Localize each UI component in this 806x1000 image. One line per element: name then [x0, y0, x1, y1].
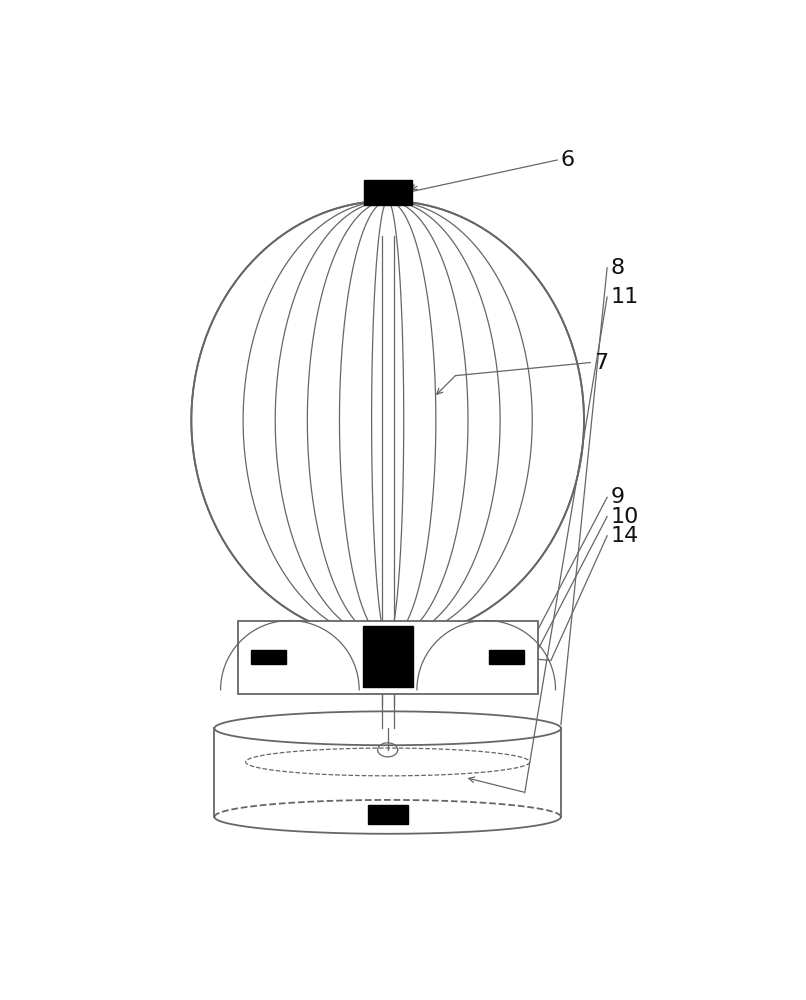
- Bar: [364, 180, 412, 205]
- Text: 9: 9: [611, 487, 625, 507]
- Text: 8: 8: [611, 258, 625, 278]
- Text: 10: 10: [611, 507, 639, 527]
- Text: 7: 7: [594, 353, 609, 373]
- Text: 11: 11: [611, 287, 639, 307]
- Bar: [489, 650, 524, 664]
- Text: 6: 6: [561, 150, 575, 170]
- Bar: [363, 626, 413, 687]
- Bar: [368, 805, 408, 824]
- Bar: [251, 650, 286, 664]
- Text: 14: 14: [611, 526, 639, 546]
- Bar: [238, 620, 538, 694]
